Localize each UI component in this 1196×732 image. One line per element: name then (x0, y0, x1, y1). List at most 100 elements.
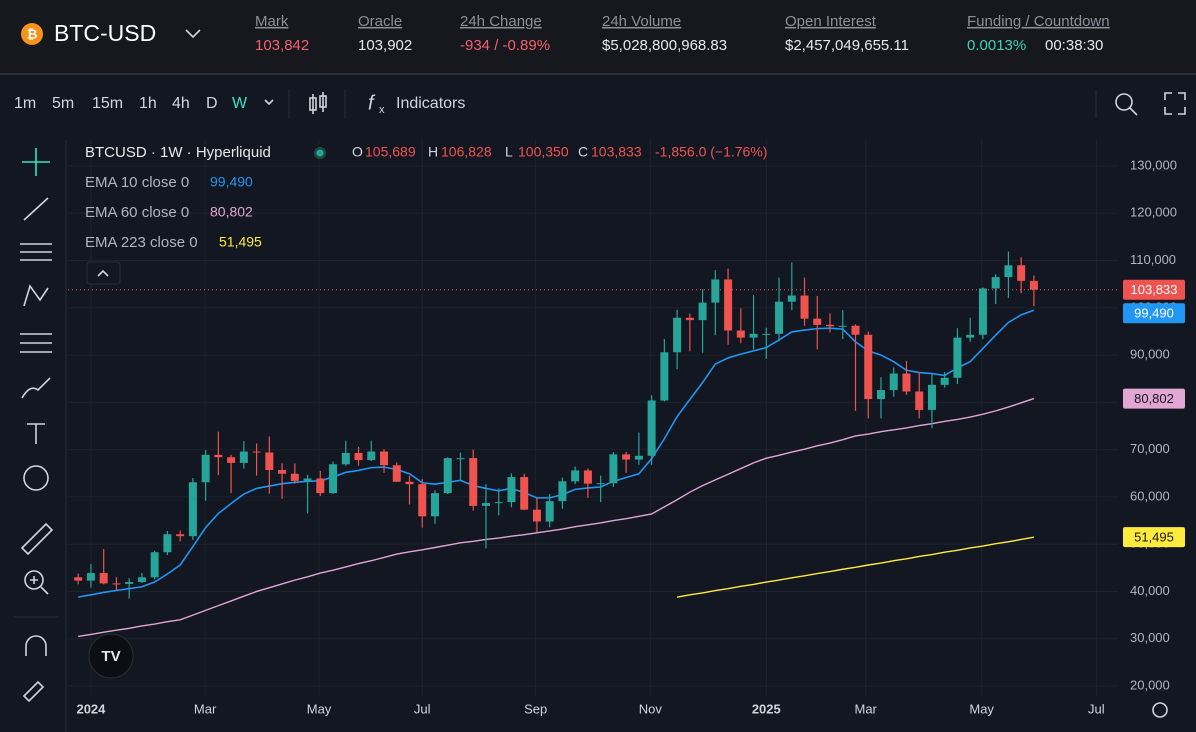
candle-body (634, 455, 643, 460)
candle-body (227, 457, 236, 463)
candle-body (469, 458, 478, 506)
text-tool[interactable] (27, 423, 45, 444)
candle-body (838, 325, 847, 327)
zoom-icon[interactable] (1115, 93, 1133, 111)
crosshair-tool[interactable] (22, 148, 50, 176)
fib-tool[interactable] (20, 243, 52, 261)
y-tick-label: 70,000 (1130, 441, 1170, 456)
field-value: 103,842 (255, 37, 309, 54)
price-tag (1123, 303, 1185, 324)
candle-body (1029, 280, 1038, 290)
candle-body (532, 509, 541, 522)
toolbar: 1m 5m 15m 1h 4h D W (14, 95, 274, 112)
field-label: Funding / Countdown (967, 13, 1110, 30)
y-tick-label: 90,000 (1130, 347, 1170, 362)
interval-button[interactable]: 1m (14, 95, 36, 112)
tv-logo[interactable] (88, 633, 134, 679)
price-tag-label: 51,495 (1134, 530, 1174, 545)
candle-body (571, 470, 580, 482)
candle-body (915, 391, 924, 410)
candle-body (188, 482, 197, 537)
fullscreen-icon[interactable] (1164, 92, 1186, 115)
icon-stroke (309, 97, 317, 111)
pair[interactable]: BTC-USD (54, 20, 156, 46)
legend-series-value: 99,490 (210, 174, 253, 190)
candle-body (201, 454, 210, 483)
candle-body (1017, 265, 1026, 281)
candle-body (889, 373, 898, 391)
pattern-tool[interactable] (23, 284, 49, 307)
candle-body (545, 501, 554, 522)
indicators-icon[interactable]: x (379, 104, 385, 116)
field-label: Open Interest (785, 13, 877, 30)
zoom-icon[interactable] (1129, 107, 1138, 116)
x-tick-label: Sep (524, 701, 547, 716)
legend-key: H (428, 144, 438, 160)
candle-body (596, 483, 605, 485)
candle-body (902, 373, 911, 392)
candle-body (252, 451, 261, 453)
collapse-legend-icon[interactable] (97, 269, 109, 277)
candle-body (290, 473, 299, 481)
interval-dropdown[interactable] (264, 99, 274, 106)
field-value: 00:38:30 (1045, 37, 1103, 54)
legend-series: EMA 10 close 0 99,490 EMA 60 close 0 80,802… (85, 174, 262, 251)
candle-body (380, 451, 389, 466)
ruler-tool[interactable] (20, 522, 54, 556)
interval-button[interactable]: W (232, 95, 248, 112)
candle-body (698, 302, 707, 321)
indicators-icon[interactable]: f (368, 92, 376, 114)
candle-body (787, 295, 796, 302)
x-tick-label: May (969, 701, 994, 716)
btc-icon (21, 23, 43, 45)
zoom-tool[interactable] (30, 576, 49, 595)
candle-body (762, 333, 771, 335)
magnet-tool[interactable] (25, 635, 47, 656)
candle-body (316, 478, 325, 494)
interval-button[interactable]: 15m (92, 95, 123, 112)
candle-type-button[interactable] (309, 92, 327, 114)
x-tick-label: Mar (194, 701, 217, 716)
candle-body (303, 478, 312, 481)
zoom-tool[interactable] (24, 570, 44, 590)
candle-body (86, 573, 95, 581)
candle-body (978, 288, 987, 335)
candle-body (927, 384, 936, 410)
candle-body (150, 552, 159, 578)
candle-body (851, 325, 860, 335)
candle-body (214, 454, 223, 458)
lock-tool[interactable] (22, 680, 45, 703)
candle-body (813, 318, 822, 325)
candle-body (341, 452, 350, 465)
candle-body (239, 451, 248, 463)
brush-tool[interactable] (21, 377, 51, 399)
candle-body (430, 493, 439, 517)
price-tag (1123, 388, 1185, 409)
emoji-tool[interactable] (23, 465, 49, 491)
interval-button[interactable]: 4h (172, 95, 190, 112)
candle-body (660, 352, 669, 401)
candle-body (176, 534, 185, 537)
candle-body (749, 333, 758, 338)
forecast-tool[interactable] (20, 333, 52, 353)
interval-button[interactable]: 1h (139, 95, 157, 112)
legend-key: O (352, 144, 363, 160)
candle-body (1004, 265, 1013, 278)
indicators-button[interactable]: Indicators (396, 95, 465, 112)
plot-area (68, 140, 1118, 695)
line-tool[interactable] (23, 197, 49, 221)
collapse-legend-button[interactable] (86, 261, 121, 285)
field-label: Mark (255, 13, 289, 30)
interval-button[interactable]: D (206, 95, 218, 112)
header-bar (0, 0, 1196, 72)
y-tick-label: 120,000 (1130, 205, 1177, 220)
candle-body (418, 484, 427, 517)
settings-icon[interactable] (1152, 702, 1168, 718)
candle-body (864, 334, 873, 400)
interval-button[interactable]: 5m (52, 95, 74, 112)
candle-body (125, 582, 134, 584)
candle-body (494, 502, 503, 504)
pair-dropdown[interactable] (185, 29, 201, 39)
candle-body (647, 400, 656, 456)
y-tick-label: 20,000 (1130, 677, 1170, 692)
